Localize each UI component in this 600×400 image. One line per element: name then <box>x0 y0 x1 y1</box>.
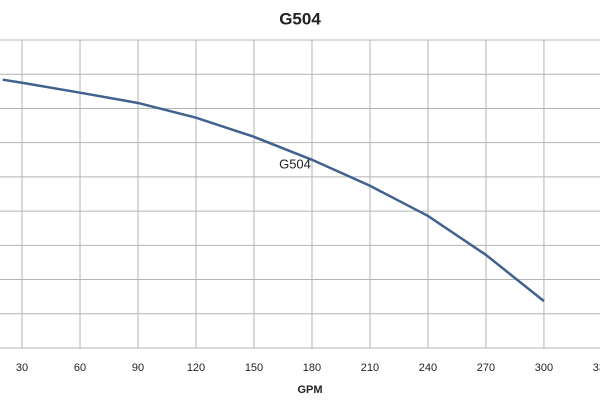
series-line <box>2 78 545 303</box>
x-tick-label: 180 <box>303 362 321 374</box>
x-tick-label: 150 <box>245 362 263 374</box>
chart-title: G504 <box>279 9 321 28</box>
x-axis-title: GPM <box>297 384 322 396</box>
x-tick-label: 300 <box>535 362 553 374</box>
x-tick-label: 30 <box>16 362 28 374</box>
series-label: G504 <box>279 156 311 171</box>
x-tick-label: 210 <box>361 362 379 374</box>
x-tick-label: 330 <box>593 362 600 374</box>
x-tick-label: 60 <box>74 362 86 374</box>
x-tick-label: 270 <box>477 362 495 374</box>
x-tick-label: 90 <box>132 362 144 374</box>
x-tick-label: 240 <box>419 362 437 374</box>
x-tick-label: 120 <box>187 362 205 374</box>
